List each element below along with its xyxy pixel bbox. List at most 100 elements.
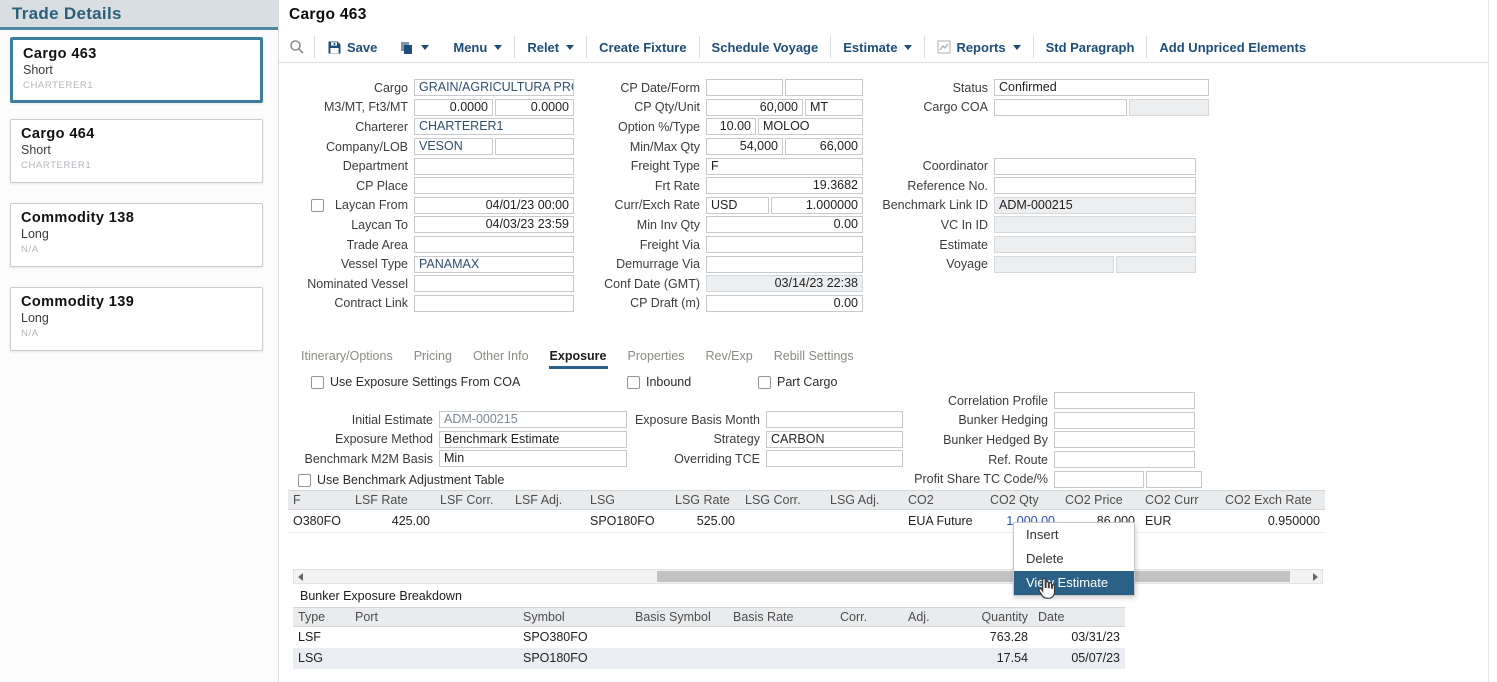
cell-symbol[interactable]: SPO380FO: [523, 630, 588, 644]
min-inv-qty-field[interactable]: 0.00: [706, 216, 863, 234]
use-exposure-settings-checkbox[interactable]: [311, 375, 324, 389]
estimate-button[interactable]: Estimate: [840, 40, 915, 55]
col-header-symbol[interactable]: Symbol: [523, 610, 565, 624]
col-header-quantity[interactable]: Quantity: [981, 610, 1028, 624]
contract-link-field[interactable]: [414, 294, 574, 312]
create-fixture-button[interactable]: Create Fixture: [596, 40, 689, 55]
col-header-adj[interactable]: Adj.: [908, 610, 930, 624]
department-field[interactable]: [414, 157, 574, 175]
ref-route-field[interactable]: [1054, 451, 1195, 469]
ft3mt-field[interactable]: 0.0000: [495, 98, 574, 116]
schedule-voyage-button[interactable]: Schedule Voyage: [709, 40, 822, 55]
currency-field[interactable]: USD: [706, 196, 769, 214]
col-header-co2[interactable]: CO2: [908, 493, 934, 507]
scrollbar-thumb[interactable]: [657, 571, 1290, 582]
relet-button[interactable]: Relet: [524, 40, 577, 55]
option-type-field[interactable]: MOLOO: [758, 118, 863, 136]
col-header-basis-symbol[interactable]: Basis Symbol: [635, 610, 711, 624]
cell-lsf-symbol[interactable]: O380FO: [293, 513, 341, 528]
cell-type[interactable]: LSF: [298, 630, 321, 644]
add-unpriced-elements-button[interactable]: Add Unpriced Elements: [1156, 40, 1309, 55]
initial-estimate-field[interactable]: ADM-000215: [439, 411, 627, 429]
benchmark-m2m-basis-field[interactable]: Min: [439, 450, 627, 468]
col-header-lsf-rate[interactable]: LSF Rate: [355, 493, 408, 507]
menu-button[interactable]: Menu: [450, 40, 505, 55]
part-cargo-checkbox[interactable]: [758, 375, 771, 389]
bunker-hedged-by-field[interactable]: [1054, 431, 1195, 449]
cell-lsg-symbol[interactable]: SPO180FO: [590, 513, 655, 528]
cell-lsf-rate[interactable]: 425.00: [391, 513, 430, 528]
nominated-vessel-field[interactable]: [414, 275, 574, 293]
col-header-type[interactable]: Type: [298, 610, 326, 624]
overriding-tce-field[interactable]: [766, 450, 903, 468]
cp-unit-field[interactable]: MT: [805, 98, 863, 116]
tab-exposure[interactable]: Exposure: [548, 349, 608, 369]
cell-co2-exch-rate[interactable]: 0.950000: [1267, 513, 1320, 528]
freight-type-field[interactable]: F: [706, 157, 863, 175]
tab-itinerary-options[interactable]: Itinerary/Options: [301, 349, 393, 363]
reference-no-field[interactable]: [994, 177, 1196, 195]
demurrage-via-field[interactable]: [706, 255, 863, 273]
bunker-hedging-field[interactable]: [1054, 411, 1195, 429]
inbound-checkbox[interactable]: [627, 375, 640, 389]
min-qty-field[interactable]: 54,000: [706, 138, 783, 156]
col-header[interactable]: F: [293, 493, 301, 507]
scroll-left-icon[interactable]: [298, 573, 303, 581]
profit-share-tc-code-field[interactable]: [1054, 470, 1144, 488]
bunker-row-lsf[interactable]: LSF SPO380FO 763.28 03/31/23: [293, 627, 1125, 648]
cell-quantity[interactable]: 763.28: [989, 630, 1028, 644]
col-header-basis-rate[interactable]: Basis Rate: [733, 610, 794, 624]
sidebar-item-cargo-464[interactable]: Cargo 464 Short CHARTERER1: [10, 119, 263, 183]
col-header-date[interactable]: Date: [1038, 610, 1065, 624]
tab-other-info[interactable]: Other Info: [472, 349, 529, 363]
cell-quantity[interactable]: 17.54: [996, 651, 1028, 665]
col-header-lsg-adj[interactable]: LSG Adj.: [830, 493, 880, 507]
correlation-profile-field[interactable]: [1054, 392, 1195, 410]
col-header-co2-qty[interactable]: CO2 Qty: [990, 493, 1039, 507]
context-menu-view-estimate[interactable]: View Estimate: [1014, 571, 1134, 595]
max-qty-field[interactable]: 66,000: [785, 138, 863, 156]
col-header-lsf-corr[interactable]: LSF Corr.: [440, 493, 494, 507]
cp-form-field[interactable]: [785, 79, 863, 97]
cell-type[interactable]: LSG: [298, 651, 324, 665]
cp-qty-field[interactable]: 60,000: [706, 98, 803, 116]
scroll-right-icon[interactable]: [1313, 573, 1318, 581]
col-header-co2-exch-rate[interactable]: CO2 Exch Rate: [1225, 493, 1312, 507]
vessel-type-field[interactable]: PANAMAX: [414, 255, 574, 273]
col-header-lsg-rate[interactable]: LSG Rate: [675, 493, 730, 507]
context-menu-insert[interactable]: Insert: [1026, 527, 1059, 542]
exposure-basis-month-field[interactable]: [766, 411, 903, 429]
grid-horizontal-scrollbar[interactable]: [293, 569, 1323, 584]
use-benchmark-adjustment-checkbox[interactable]: [298, 473, 311, 487]
trade-area-field[interactable]: [414, 236, 574, 254]
cell-co2-curr[interactable]: EUR: [1145, 513, 1172, 528]
profit-share-pct-field[interactable]: [1146, 470, 1202, 488]
charterer-field[interactable]: CHARTERER1: [414, 118, 574, 136]
col-header-lsg-corr[interactable]: LSG Corr.: [745, 493, 801, 507]
cell-date[interactable]: 03/31/23: [1071, 630, 1120, 644]
sidebar-item-commodity-139[interactable]: Commodity 139 Long N/A: [10, 287, 263, 351]
sidebar-item-cargo-463[interactable]: Cargo 463 Short CHARTERER1: [10, 37, 263, 103]
coordinator-field[interactable]: [994, 157, 1196, 175]
col-header-lsf-adj[interactable]: LSF Adj.: [515, 493, 563, 507]
cell-lsg-rate[interactable]: 525.00: [696, 513, 735, 528]
exposure-method-field[interactable]: Benchmark Estimate: [439, 430, 627, 448]
cp-draft-field[interactable]: 0.00: [706, 294, 863, 312]
cargo-field[interactable]: GRAIN/AGRICULTURA PRO: [414, 79, 574, 97]
context-menu-delete[interactable]: Delete: [1026, 551, 1064, 566]
tab-properties[interactable]: Properties: [627, 349, 685, 363]
company-field[interactable]: VESON: [414, 138, 493, 156]
laycan-to-field[interactable]: 04/03/23 23:59: [414, 216, 574, 234]
cell-co2-symbol[interactable]: EUA Future: [908, 513, 973, 528]
sidebar-item-commodity-138[interactable]: Commodity 138 Long N/A: [10, 203, 263, 267]
col-header-port[interactable]: Port: [355, 610, 378, 624]
search-icon[interactable]: [289, 39, 305, 55]
exch-rate-field[interactable]: 1.000000: [771, 196, 863, 214]
laycan-checkbox[interactable]: [311, 198, 324, 212]
col-header-co2-curr[interactable]: CO2 Curr: [1145, 493, 1199, 507]
tab-pricing[interactable]: Pricing: [413, 349, 452, 363]
col-header-corr[interactable]: Corr.: [840, 610, 868, 624]
cp-date-field[interactable]: [706, 79, 783, 97]
duplicate-button[interactable]: [396, 40, 432, 55]
save-button[interactable]: Save: [324, 40, 380, 55]
